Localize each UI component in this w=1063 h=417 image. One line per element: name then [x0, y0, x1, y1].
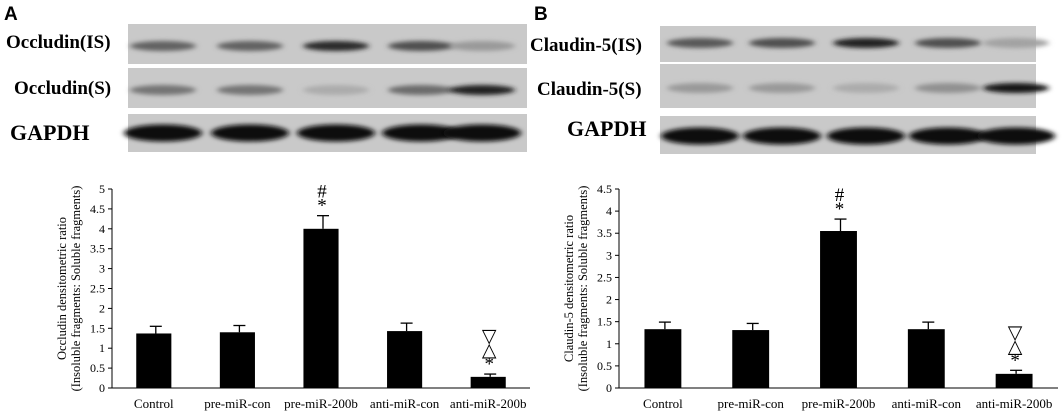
- significance-mark: ▽: [1008, 322, 1023, 343]
- blot-band: [303, 41, 369, 51]
- y-tick-label: 2.5: [90, 282, 105, 296]
- y-axis-label-line1: Claudin-5 densitometric ratio: [562, 215, 576, 362]
- significance-mark: *: [317, 196, 327, 217]
- y-axis-label-line2: (Insoluble fragments: Soluble fragments): [576, 186, 590, 392]
- blot-band: [449, 41, 515, 51]
- bar: [387, 331, 423, 388]
- y-tick-label: 2: [606, 293, 612, 307]
- blot-band: [915, 83, 981, 93]
- bar: [732, 330, 770, 388]
- blot-band: [388, 41, 454, 51]
- bar: [907, 329, 945, 388]
- bar: [136, 333, 172, 388]
- blot-band: [827, 127, 905, 145]
- y-tick-label: 1: [606, 337, 612, 351]
- x-tick-label: anti-miR-con: [892, 396, 962, 411]
- blot-label-claudin-is: Claudin-5(IS): [530, 35, 642, 56]
- blot-band: [833, 83, 899, 93]
- blot-band: [217, 85, 283, 95]
- western-blots: [124, 24, 1055, 154]
- x-tick-label: pre-miR-con: [717, 396, 784, 411]
- blot-band: [130, 41, 196, 51]
- y-tick-label: 0.5: [90, 361, 105, 375]
- x-tick-label: pre-miR-200b: [802, 396, 876, 411]
- y-tick-label: 2: [99, 301, 105, 315]
- blot-band: [211, 124, 289, 142]
- blot-label-occludin-is: Occludin(IS): [6, 32, 111, 53]
- bar: [820, 231, 857, 388]
- x-tick-label: anti-miR-200b: [450, 396, 527, 411]
- significance-mark: *: [835, 199, 845, 220]
- blot-band: [124, 124, 202, 142]
- y-tick-label: 3: [99, 262, 105, 276]
- y-axis-label: Claudin-5 densitometric ratio(Insoluble …: [562, 186, 590, 392]
- y-tick-label: 3.5: [597, 226, 612, 240]
- blot-band: [749, 83, 815, 93]
- blot-band: [915, 38, 981, 48]
- y-axis-label-line1: Occludin densitometric ratio: [55, 217, 69, 360]
- bar: [219, 332, 255, 388]
- y-tick-label: 4.5: [597, 182, 612, 196]
- y-tick-label: 0: [606, 381, 612, 395]
- y-tick-label: 4: [606, 204, 612, 218]
- blot-band: [130, 85, 196, 95]
- x-tick-label: pre-miR-con: [204, 396, 271, 411]
- blot-band: [388, 85, 454, 95]
- y-tick-label: 1.5: [90, 321, 105, 335]
- blot-band: [749, 38, 815, 48]
- blot-label-gapdh-a: GAPDH: [10, 120, 90, 145]
- y-tick-label: 5: [99, 182, 105, 196]
- occludin-bar-chart: 0 0.5 1 1.5 2 2.5 3 3.5 4 4.5 5 Occludin densitomet…: [55, 182, 530, 411]
- y-axis-label-line2: (Insoluble fragments: Soluble fragments): [69, 186, 83, 392]
- blot-band: [303, 85, 369, 95]
- significance-mark: #: [317, 182, 327, 203]
- y-axis-label: Occludin densitometric ratio(Insoluble f…: [55, 186, 83, 392]
- blot-band: [977, 127, 1055, 145]
- y-tick-label: 0.5: [597, 359, 612, 373]
- bar: [303, 228, 339, 388]
- y-tick-label: 1.5: [597, 315, 612, 329]
- y-tick-label: 1: [99, 341, 105, 355]
- blot-band: [661, 127, 739, 145]
- blot-band: [217, 41, 283, 51]
- panel-letter-a: A: [4, 4, 18, 25]
- significance-mark: ▽: [482, 326, 497, 347]
- blot-band: [449, 85, 515, 95]
- blot-band: [382, 124, 460, 142]
- bar: [470, 376, 506, 388]
- x-tick-label: Control: [134, 396, 174, 411]
- blot-band: [667, 38, 733, 48]
- x-tick-label: Control: [643, 396, 683, 411]
- claudin-5-bar-chart: 0 0.5 1 1.5 2 2.5 3 3.5 4 4.5 Claudin-5 densitomet…: [562, 182, 1058, 411]
- y-tick-label: 3.5: [90, 242, 105, 256]
- blot-band: [983, 38, 1049, 48]
- blot-label-occludin-s: Occludin(S): [14, 78, 112, 99]
- blot-band: [443, 124, 521, 142]
- significance-mark: *: [1010, 350, 1020, 371]
- blot-band: [297, 124, 375, 142]
- blot-band: [833, 38, 899, 48]
- blot-band: [983, 83, 1049, 93]
- blot-label-gapdh-b: GAPDH: [567, 116, 647, 141]
- y-tick-label: 2.5: [597, 270, 612, 284]
- x-tick-label: pre-miR-200b: [284, 396, 358, 411]
- bar: [995, 373, 1033, 388]
- y-tick-label: 3: [606, 248, 612, 262]
- y-tick-label: 4.5: [90, 202, 105, 216]
- blot-band: [743, 127, 821, 145]
- panel-letter-b: B: [534, 4, 548, 25]
- y-tick-label: 4: [99, 222, 105, 236]
- blot-label-claudin-s: Claudin-5(S): [537, 79, 642, 100]
- significance-mark: *: [484, 354, 494, 375]
- blot-band: [667, 83, 733, 93]
- y-tick-label: 0: [99, 381, 105, 395]
- blot-band: [909, 127, 987, 145]
- x-tick-label: anti-miR-con: [370, 396, 440, 411]
- significance-mark: △: [1008, 336, 1023, 357]
- bar: [644, 329, 682, 388]
- significance-mark: △: [482, 340, 497, 361]
- significance-mark: #: [835, 185, 845, 206]
- x-tick-label: anti-miR-200b: [976, 396, 1053, 411]
